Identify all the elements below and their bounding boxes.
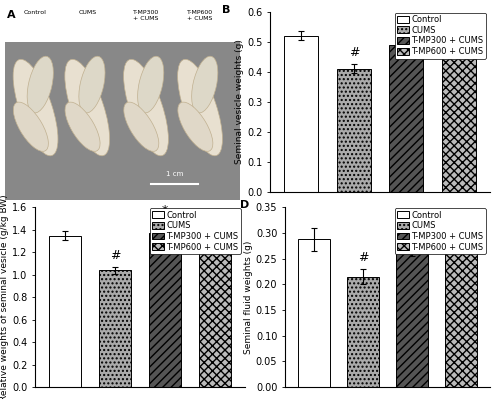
- Legend: Control, CUMS, T-MP300 + CUMS, T-MP600 + CUMS: Control, CUMS, T-MP300 + CUMS, T-MP600 +…: [394, 208, 486, 254]
- Ellipse shape: [178, 102, 213, 151]
- Ellipse shape: [178, 59, 222, 156]
- Ellipse shape: [124, 102, 159, 151]
- Text: #: #: [348, 46, 359, 59]
- Text: #: #: [110, 249, 120, 262]
- Text: *: *: [458, 209, 464, 223]
- Text: *: *: [456, 19, 462, 32]
- Bar: [5, 8, 240, 42]
- Text: *: *: [212, 213, 218, 226]
- Bar: [49, 235, 81, 387]
- Ellipse shape: [192, 56, 218, 113]
- Bar: [298, 239, 330, 387]
- Text: *: *: [409, 222, 415, 235]
- Ellipse shape: [27, 56, 54, 113]
- Y-axis label: Seminal fluid weights (g): Seminal fluid weights (g): [244, 241, 253, 354]
- Text: B: B: [222, 5, 230, 15]
- Bar: [337, 69, 371, 192]
- Bar: [389, 45, 423, 192]
- Text: D: D: [240, 200, 249, 210]
- Text: T-MP600
+ CUMS: T-MP600 + CUMS: [187, 10, 213, 21]
- Text: T-MP300
+ CUMS: T-MP300 + CUMS: [133, 10, 159, 21]
- Text: A: A: [8, 10, 16, 20]
- Bar: [445, 237, 476, 387]
- Y-axis label: Relative weights of seminal vesicle (g/kg BW): Relative weights of seminal vesicle (g/k…: [0, 194, 9, 399]
- Text: *: *: [162, 203, 168, 217]
- Ellipse shape: [79, 56, 105, 113]
- Text: *: *: [403, 21, 409, 34]
- Bar: [199, 235, 231, 387]
- Bar: [347, 277, 379, 387]
- Bar: [284, 36, 318, 192]
- Bar: [149, 233, 181, 387]
- Text: Control: Control: [24, 10, 47, 15]
- Text: CUMS: CUMS: [78, 10, 96, 15]
- Legend: Control, CUMS, T-MP300 + CUMS, T-MP600 + CUMS: Control, CUMS, T-MP300 + CUMS, T-MP600 +…: [150, 208, 241, 254]
- Ellipse shape: [124, 59, 168, 156]
- Ellipse shape: [65, 59, 110, 156]
- Ellipse shape: [138, 56, 164, 113]
- Text: 1 cm: 1 cm: [166, 170, 183, 176]
- Bar: [396, 249, 428, 387]
- Text: #: #: [358, 251, 368, 264]
- Ellipse shape: [13, 59, 58, 156]
- Bar: [442, 42, 476, 192]
- Y-axis label: Seminal vesicle weights (g): Seminal vesicle weights (g): [235, 40, 244, 164]
- Legend: Control, CUMS, T-MP300 + CUMS, T-MP600 + CUMS: Control, CUMS, T-MP300 + CUMS, T-MP600 +…: [394, 12, 486, 59]
- Ellipse shape: [65, 102, 100, 151]
- Ellipse shape: [14, 102, 48, 151]
- Bar: [99, 271, 131, 387]
